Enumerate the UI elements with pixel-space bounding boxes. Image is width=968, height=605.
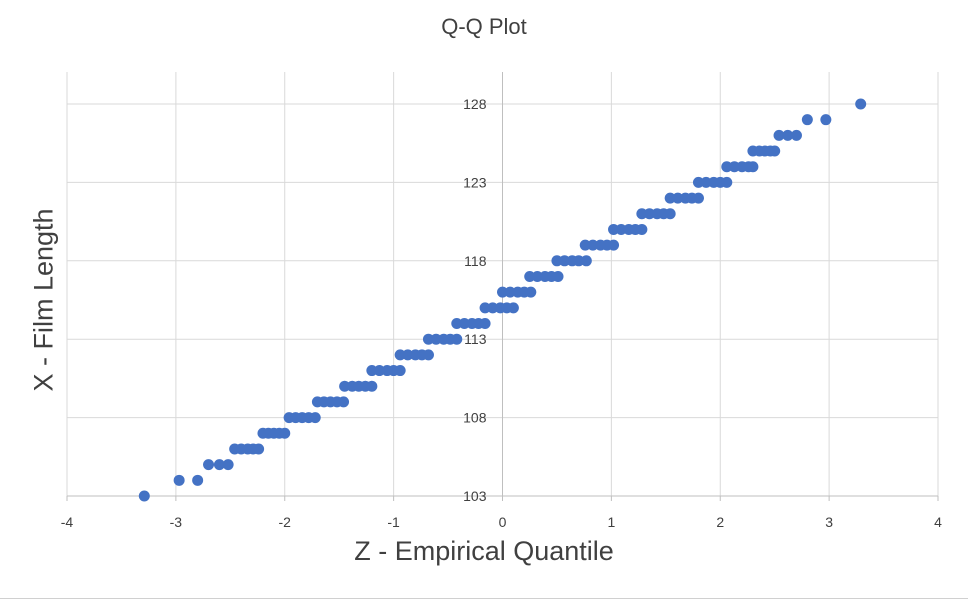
data-point [173,474,185,486]
data-point [451,333,463,345]
data-point [855,98,867,110]
x-tick-label: 1 [607,514,615,530]
data-point [782,129,794,141]
x-tick-label: -1 [387,514,400,530]
data-point [608,223,620,235]
x-tick-label: 2 [716,514,724,530]
data-point [479,318,491,330]
data-point [636,223,648,235]
data-point [339,380,351,392]
x-tick-label: -3 [170,514,183,530]
data-point [525,286,537,298]
y-tick-label: 118 [464,253,487,269]
y-tick-label: 108 [463,410,487,426]
data-point [700,176,712,188]
data-point [664,192,676,204]
data-point [338,396,350,408]
data-point [747,161,759,173]
data-point [692,176,704,188]
y-tick-label: 123 [463,174,487,190]
data-point [801,114,813,126]
data-point [192,474,204,486]
data-point [430,333,442,345]
data-point [769,145,781,157]
data-point [643,208,655,220]
data-point [692,192,704,204]
data-point [524,270,536,282]
data-point [551,255,563,267]
data-point [507,302,519,314]
data-point [721,161,733,173]
x-tick-label: -4 [61,514,74,530]
data-point [790,129,802,141]
data-point [222,459,234,471]
data-point [213,459,225,471]
y-tick-label: 103 [463,488,487,504]
x-axis-title: Z - Empirical Quantile [354,536,614,566]
data-point [422,333,434,345]
data-point [552,270,564,282]
data-point [773,129,785,141]
data-point [672,192,684,204]
data-point [531,270,543,282]
data-point [394,349,406,361]
data-point [422,349,434,361]
data-point [504,286,516,298]
data-point [458,318,470,330]
data-point [279,427,291,439]
data-point [394,365,406,377]
data-point [497,286,508,298]
x-tick-label: 0 [499,514,507,530]
data-point [487,302,499,314]
y-tick-label: 128 [463,96,487,112]
data-point [573,255,585,267]
x-tick-label: 3 [825,514,833,530]
data-point [664,208,676,220]
data-point [366,380,378,392]
data-point [309,412,321,424]
data-point [203,459,215,471]
data-point [615,223,627,235]
data-point [373,365,385,377]
data-point [728,161,740,173]
chart-title: Q-Q Plot [441,14,527,39]
data-point [721,176,733,188]
data-point [579,239,591,251]
data-point [608,239,620,251]
y-tick-label: 113 [464,331,487,347]
data-point [138,490,150,502]
data-point [366,365,378,377]
data-point [820,114,832,126]
data-point [587,239,599,251]
data-point [580,255,592,267]
data-point [479,302,491,314]
data-point [253,443,265,455]
y-axis-title: X - Film Length [28,208,59,392]
data-point [636,208,648,220]
data-point [451,318,463,330]
data-point [559,255,571,267]
data-point [402,349,414,361]
sheet-edge [0,598,968,605]
x-tick-label: 4 [934,514,942,530]
x-tick-label: -2 [279,514,292,530]
